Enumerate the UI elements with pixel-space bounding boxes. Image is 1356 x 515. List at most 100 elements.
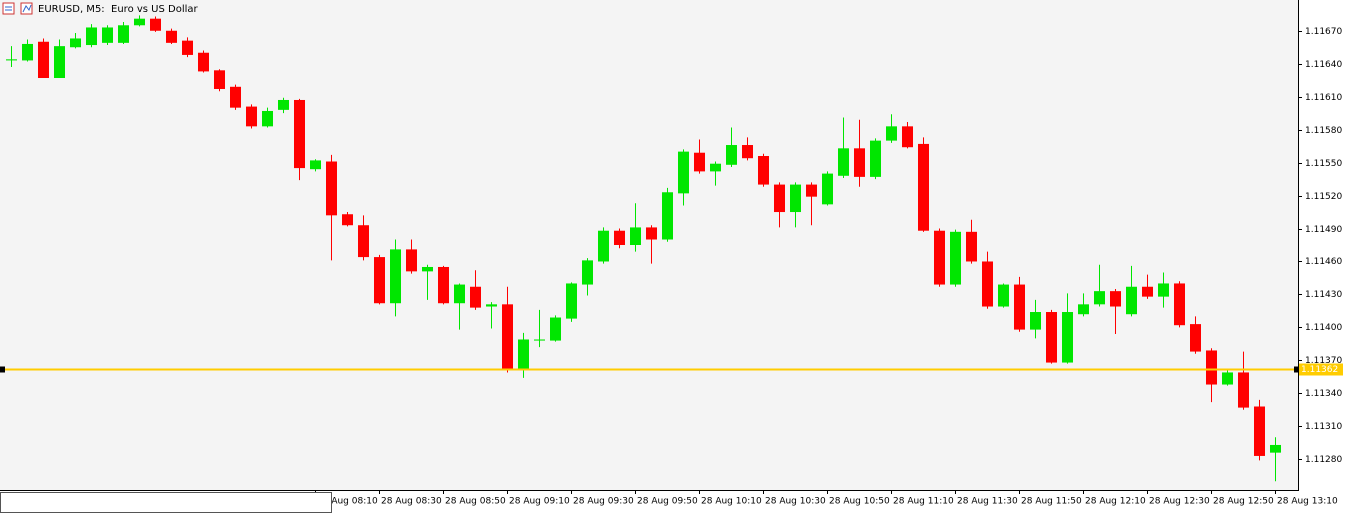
candle-body bbox=[1206, 350, 1217, 385]
candle-body bbox=[166, 30, 177, 43]
candle-body bbox=[438, 266, 449, 304]
candle-body bbox=[294, 99, 305, 169]
y-tick-label: 1.11490 bbox=[1305, 225, 1342, 235]
candle-body bbox=[822, 173, 833, 205]
candle-body bbox=[278, 99, 289, 110]
price-line-handle bbox=[1294, 366, 1300, 373]
y-tick-label: 1.11550 bbox=[1305, 159, 1342, 169]
candle-body bbox=[758, 156, 769, 185]
y-tick-label: 1.11640 bbox=[1305, 60, 1342, 70]
x-tick-label: 28 Aug 11:30 bbox=[957, 497, 1018, 507]
chart-title: EURUSD, M5: Euro vs US Dollar bbox=[38, 4, 199, 15]
candle-body bbox=[182, 40, 193, 55]
candle-body bbox=[1254, 406, 1265, 456]
plot-area bbox=[0, 0, 1298, 490]
candle-body bbox=[566, 283, 577, 319]
candle-body bbox=[502, 304, 513, 370]
candle-body bbox=[1110, 291, 1121, 307]
candle-body bbox=[694, 152, 705, 172]
candle-body bbox=[934, 230, 945, 285]
x-tick-label: 28 Aug 10:50 bbox=[829, 497, 890, 507]
candle-body bbox=[870, 140, 881, 177]
candle-body bbox=[1142, 286, 1153, 297]
candle-body bbox=[806, 184, 817, 197]
candle-body bbox=[998, 284, 1009, 307]
y-tick-label: 1.11460 bbox=[1305, 257, 1342, 267]
plot bbox=[6, 15, 1281, 482]
candle-body bbox=[390, 249, 401, 304]
candle-body bbox=[886, 126, 897, 141]
candle-body bbox=[774, 184, 785, 213]
x-tick-label: 28 Aug 09:50 bbox=[637, 497, 698, 507]
candle-body bbox=[262, 110, 273, 127]
candle-body bbox=[646, 227, 657, 240]
candle-body bbox=[246, 106, 257, 127]
candle-body bbox=[918, 143, 929, 231]
symbol-icons bbox=[2, 2, 33, 15]
candle-body bbox=[1222, 372, 1233, 385]
y-tick-label: 1.11670 bbox=[1305, 27, 1342, 37]
y-tick-label: 1.11400 bbox=[1305, 323, 1342, 333]
x-tick-label: 28 Aug 10:10 bbox=[701, 497, 762, 507]
candle-body bbox=[1238, 372, 1249, 408]
input-box bbox=[0, 492, 332, 513]
candle-body bbox=[422, 266, 433, 272]
candle-body bbox=[310, 160, 321, 170]
y-tick-label: 1.11280 bbox=[1305, 455, 1342, 465]
y-tick-label: 1.11340 bbox=[1305, 389, 1342, 399]
candle-body bbox=[854, 148, 865, 177]
x-tick-label: 28 Aug 09:30 bbox=[573, 497, 634, 507]
icon bbox=[20, 2, 33, 15]
candle-body bbox=[454, 284, 465, 304]
candle-body bbox=[518, 339, 529, 370]
price-line-handle bbox=[0, 366, 5, 373]
candle-body bbox=[1190, 324, 1201, 352]
candle-body bbox=[678, 151, 689, 194]
candle-body bbox=[1270, 444, 1281, 453]
x-tick-label: 28 Aug 09:10 bbox=[509, 497, 570, 507]
candle-body bbox=[950, 231, 961, 285]
candle-body bbox=[790, 184, 801, 213]
y-tick-label: 1.11580 bbox=[1305, 126, 1342, 136]
candle-body bbox=[1046, 312, 1057, 363]
candle-body bbox=[742, 145, 753, 159]
candle-body bbox=[198, 52, 209, 72]
candle-body bbox=[614, 230, 625, 245]
candle-body bbox=[598, 230, 609, 262]
y-tick-label: 1.11310 bbox=[1305, 422, 1342, 432]
x-tick-label: 28 Aug 13:10 bbox=[1277, 497, 1338, 507]
candle-body bbox=[1094, 291, 1105, 305]
candle-body bbox=[86, 27, 97, 46]
price-label-box bbox=[1299, 363, 1343, 376]
candle-body bbox=[6, 59, 17, 61]
candle-body bbox=[358, 225, 369, 258]
candle-body bbox=[342, 214, 353, 226]
candle-body bbox=[582, 260, 593, 285]
candle-body bbox=[1014, 284, 1025, 330]
price-label: 1.11362 bbox=[1301, 365, 1338, 375]
candle-body bbox=[326, 161, 337, 216]
candle-body bbox=[54, 46, 65, 79]
x-tick-label: 28 Aug 11:10 bbox=[893, 497, 954, 507]
icon bbox=[2, 2, 15, 15]
candle-body bbox=[38, 41, 49, 79]
candle-body bbox=[374, 257, 385, 304]
x-tick-label: 28 Aug 08:10 bbox=[317, 497, 378, 507]
candle-body bbox=[214, 70, 225, 89]
x-tick-label: 28 Aug 08:30 bbox=[381, 497, 442, 507]
x-tick-label: 28 Aug 10:30 bbox=[765, 497, 826, 507]
candle-body bbox=[134, 18, 145, 26]
y-tick-label: 1.11610 bbox=[1305, 93, 1342, 103]
candle-body bbox=[838, 148, 849, 176]
candle-body bbox=[1126, 286, 1137, 315]
candle-body bbox=[102, 27, 113, 43]
candle-body bbox=[630, 227, 641, 245]
candle-body bbox=[1062, 312, 1073, 363]
candle-body bbox=[550, 317, 561, 341]
y-tick-label: 1.11430 bbox=[1305, 290, 1342, 300]
candle-body bbox=[1174, 283, 1185, 326]
y-tick-label: 1.11370 bbox=[1305, 356, 1342, 366]
candle-body bbox=[230, 86, 241, 108]
candle-body bbox=[902, 126, 913, 148]
